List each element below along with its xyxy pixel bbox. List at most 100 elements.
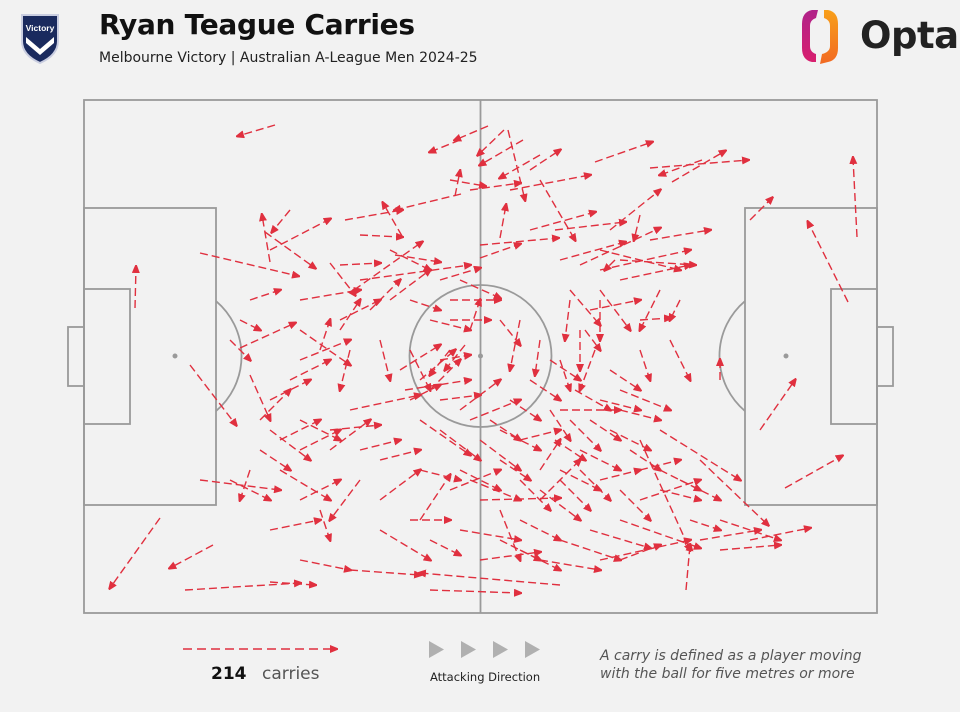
carry-arrow (519, 430, 560, 441)
carry-arrow (784, 456, 842, 489)
carry-arrow (670, 299, 681, 320)
carry-arrow (409, 299, 440, 310)
carry-arrow (379, 450, 420, 461)
carry-arrow (459, 380, 500, 411)
carry-arrow (479, 244, 520, 259)
carry-arrow (349, 569, 420, 575)
carry-arrow (329, 425, 380, 431)
carry-arrow (499, 319, 520, 345)
carry-arrow (574, 389, 610, 410)
carry-arrow (640, 289, 661, 330)
carry-arrow (264, 231, 315, 268)
carry-arrow (480, 139, 524, 165)
carry-arrow (605, 259, 616, 270)
carry-arrow (459, 279, 500, 298)
carry-arrow (269, 380, 310, 401)
carry-arrow (429, 539, 460, 555)
carry-arrow (719, 519, 780, 540)
carry-arrow (599, 289, 630, 330)
carry-arrow (279, 420, 320, 441)
carry-arrow (619, 265, 690, 281)
carry-arrow (539, 179, 575, 240)
carry-arrow (459, 469, 500, 490)
carry-arrow (559, 469, 600, 490)
carry-arrow (759, 380, 795, 431)
carry-arrow (229, 339, 250, 360)
carry-arrow (110, 517, 161, 588)
carry-arrow (239, 323, 295, 349)
carry-arrow (420, 573, 561, 586)
pitch-markings (67, 99, 894, 614)
carry-arrow (529, 150, 560, 171)
carry-arrow (449, 470, 500, 491)
carry-arrow (404, 380, 470, 391)
carry-arrow (439, 429, 480, 460)
carry-arrow (499, 509, 520, 560)
carry-arrow (439, 395, 480, 401)
carry-arrow (599, 249, 680, 270)
carry-arrow (549, 359, 580, 380)
carry-arrow (299, 559, 350, 570)
carry-arrow (469, 183, 520, 191)
svg-text:Victory: Victory (26, 23, 55, 33)
carry-arrow (359, 440, 400, 451)
carry-arrow (569, 419, 600, 450)
carry-arrow (429, 590, 520, 593)
carry-arrow (469, 479, 520, 500)
carry-arrow (455, 125, 489, 140)
carry-arrow (559, 479, 590, 510)
carry-arrow (383, 203, 403, 237)
carry-arrow (584, 329, 600, 350)
carry-arrow (589, 419, 620, 440)
carry-arrow (489, 419, 520, 440)
melbourne-victory-crest: Victory (21, 14, 59, 65)
carry-arrow (319, 320, 330, 351)
carry-arrow (349, 395, 420, 411)
opta-brand-text: Opta (860, 14, 959, 57)
carry-arrow (469, 400, 520, 421)
carry-arrow (430, 349, 451, 375)
carry-arrow (395, 193, 462, 210)
carry-arrow (379, 339, 390, 380)
carry-arrow (329, 262, 355, 295)
carry-arrow (509, 175, 590, 191)
carry-arrow (430, 139, 461, 152)
carry-arrow (559, 539, 620, 560)
carry-arrow (419, 350, 455, 381)
carry-arrow (170, 544, 214, 568)
carry-arrow (599, 470, 640, 481)
carry-arrow (579, 449, 620, 470)
carry-arrow (649, 230, 710, 241)
carry-arrow (339, 263, 380, 265)
carry-arrow (499, 429, 540, 450)
attacking-direction-icon (429, 641, 540, 658)
carry-arrow (279, 469, 330, 500)
carries-label: carries (262, 664, 320, 684)
carry-arrow (344, 210, 402, 221)
carry-arrow (419, 475, 450, 521)
carry-arrow (329, 420, 370, 451)
carry-arrow (619, 389, 670, 410)
carry-arrow (339, 300, 380, 321)
carry-arrow (389, 249, 430, 270)
carry-arrow (259, 390, 290, 421)
carry-arrow (429, 319, 470, 330)
carry-arrow (609, 369, 640, 390)
carry-arrow (639, 480, 700, 501)
carry-arrow (659, 429, 740, 480)
carry-arrow (569, 289, 600, 325)
carry-arrow (619, 259, 695, 265)
carry-arrow (259, 449, 290, 470)
carry-arrow (679, 479, 720, 500)
carry-arrow (269, 520, 320, 531)
carry-arrow (510, 319, 521, 370)
carry-arrow (199, 479, 280, 490)
carry-arrow (359, 265, 470, 281)
carry-arrow (529, 212, 595, 231)
carry-arrow (449, 179, 485, 186)
carry-arrow (689, 519, 720, 530)
page-title: Ryan Teague Carries (99, 8, 415, 41)
carry-arrow (599, 399, 640, 410)
carry-arrow (299, 329, 350, 365)
opta-logo-icon (802, 10, 838, 64)
